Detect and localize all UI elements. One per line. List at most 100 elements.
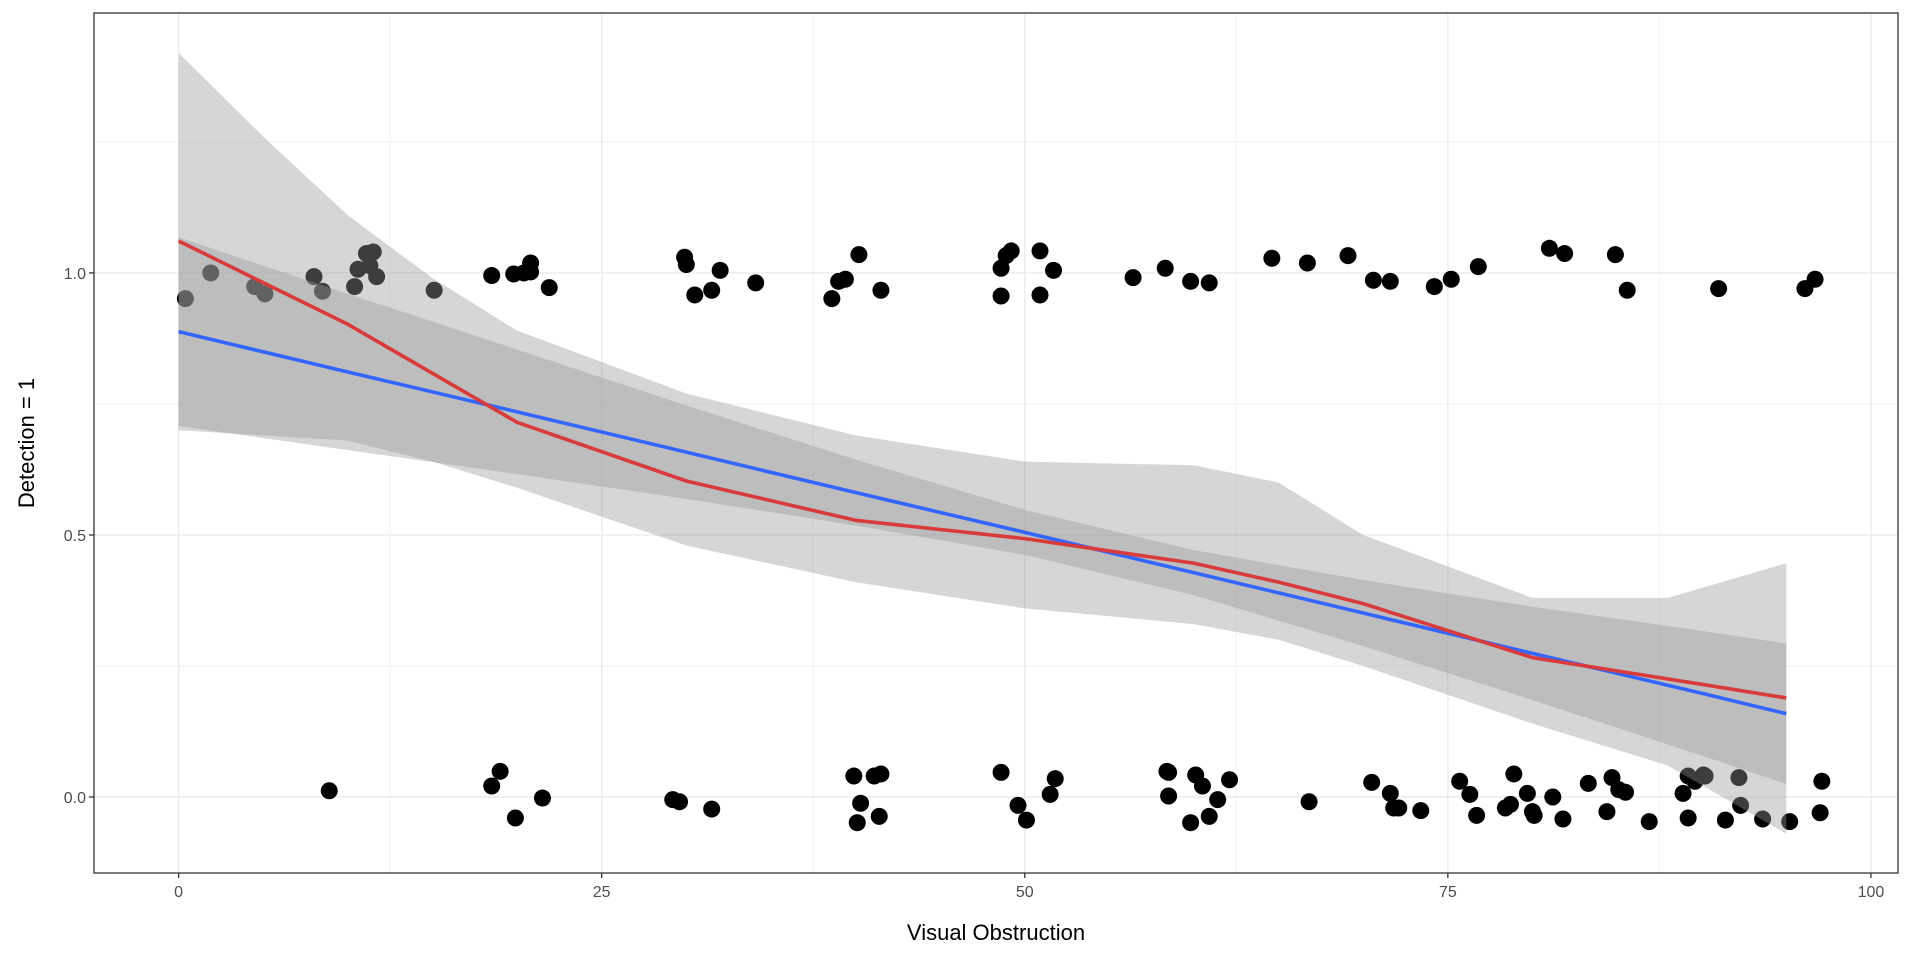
data-point xyxy=(1124,269,1142,287)
confidence-band-1 xyxy=(178,237,1787,784)
confidence-bands xyxy=(178,52,1787,834)
data-point xyxy=(1679,809,1697,827)
data-point xyxy=(992,287,1010,305)
data-point xyxy=(1193,777,1211,795)
data-point xyxy=(1425,278,1443,296)
data-point xyxy=(1209,791,1227,809)
data-point xyxy=(533,789,551,807)
data-point xyxy=(364,243,382,261)
data-point xyxy=(711,261,729,279)
data-point xyxy=(1451,772,1469,790)
data-point xyxy=(176,290,194,308)
y-tick-label: 0.5 xyxy=(64,528,86,545)
data-point xyxy=(1160,763,1178,781)
data-point xyxy=(313,282,331,300)
x-axis: 0 25 50 75 100 xyxy=(174,873,1884,901)
data-point xyxy=(1182,272,1200,290)
data-point xyxy=(483,267,501,285)
data-point xyxy=(1674,784,1692,802)
data-point xyxy=(1461,785,1479,803)
data-point xyxy=(1298,254,1316,272)
data-point xyxy=(1009,796,1027,814)
data-point xyxy=(320,782,338,800)
data-point xyxy=(1525,806,1543,824)
data-point xyxy=(1339,247,1357,265)
data-point xyxy=(1518,784,1536,802)
fit-line-1 xyxy=(178,329,1787,716)
data-point xyxy=(1390,799,1408,817)
data-point xyxy=(1442,270,1460,288)
x-axis-title: Visual Obstruction xyxy=(907,920,1085,945)
data-point xyxy=(1045,261,1063,279)
data-point xyxy=(1754,810,1772,828)
data-point xyxy=(202,264,220,282)
y-tick-label: 1.0 xyxy=(64,266,86,283)
x-tick-label: 25 xyxy=(593,884,611,901)
fit-line-2 xyxy=(177,239,1787,700)
data-point xyxy=(1781,813,1799,831)
data-point xyxy=(540,279,558,297)
data-point xyxy=(425,281,443,299)
data-point xyxy=(845,767,863,785)
data-point xyxy=(305,268,323,286)
data-point xyxy=(1200,807,1218,825)
data-point xyxy=(1263,249,1281,267)
data-point xyxy=(1221,771,1239,789)
data-point xyxy=(747,274,765,292)
data-point xyxy=(1579,774,1597,792)
data-point xyxy=(671,793,689,811)
y-axis: 0.0 0.5 1.0 xyxy=(64,266,94,807)
data-point xyxy=(256,285,274,303)
data-point xyxy=(1469,258,1487,276)
data-point xyxy=(483,777,501,795)
data-point xyxy=(1182,814,1200,832)
data-point xyxy=(1696,767,1714,785)
data-point xyxy=(1556,245,1574,263)
data-point xyxy=(872,765,890,783)
x-tick-label: 75 xyxy=(1439,884,1457,901)
data-point xyxy=(1732,796,1750,814)
data-point xyxy=(1710,280,1728,298)
x-tick-label: 100 xyxy=(1858,884,1885,901)
data-point xyxy=(1381,784,1399,802)
data-point xyxy=(491,762,509,780)
data-point xyxy=(1730,769,1748,787)
plot-panel-border xyxy=(93,12,1899,874)
data-point xyxy=(848,814,866,832)
data-point xyxy=(1811,804,1829,822)
data-point xyxy=(1554,810,1572,828)
data-point xyxy=(1412,802,1430,820)
data-point xyxy=(1300,793,1318,811)
data-point xyxy=(1468,806,1486,824)
data-point xyxy=(850,246,868,264)
data-point xyxy=(1813,772,1831,790)
data-point xyxy=(1364,271,1382,289)
data-point xyxy=(1640,813,1658,831)
x-tick-label: 50 xyxy=(1016,884,1034,901)
data-point xyxy=(872,281,890,299)
data-point xyxy=(506,809,524,827)
confidence-band-2 xyxy=(178,52,1787,834)
data-point xyxy=(368,268,386,286)
data-point xyxy=(870,807,888,825)
data-point xyxy=(836,270,854,288)
data-point xyxy=(992,763,1010,781)
data-point xyxy=(1381,272,1399,290)
data-point xyxy=(1501,795,1519,813)
data-point xyxy=(703,281,721,299)
data-point xyxy=(346,278,364,296)
data-point xyxy=(1598,803,1616,821)
x-tick-label: 0 xyxy=(174,884,183,901)
data-point xyxy=(1002,242,1020,260)
data-point xyxy=(1046,770,1064,788)
data-point xyxy=(1505,765,1523,783)
data-point xyxy=(1544,788,1562,806)
data-point xyxy=(1716,811,1734,829)
data-point xyxy=(703,800,721,818)
data-point xyxy=(1200,274,1218,292)
data-point xyxy=(1031,242,1049,260)
data-point xyxy=(823,290,841,308)
data-point xyxy=(1606,246,1624,264)
y-tick-label: 0.0 xyxy=(64,790,86,807)
data-point xyxy=(852,794,870,812)
